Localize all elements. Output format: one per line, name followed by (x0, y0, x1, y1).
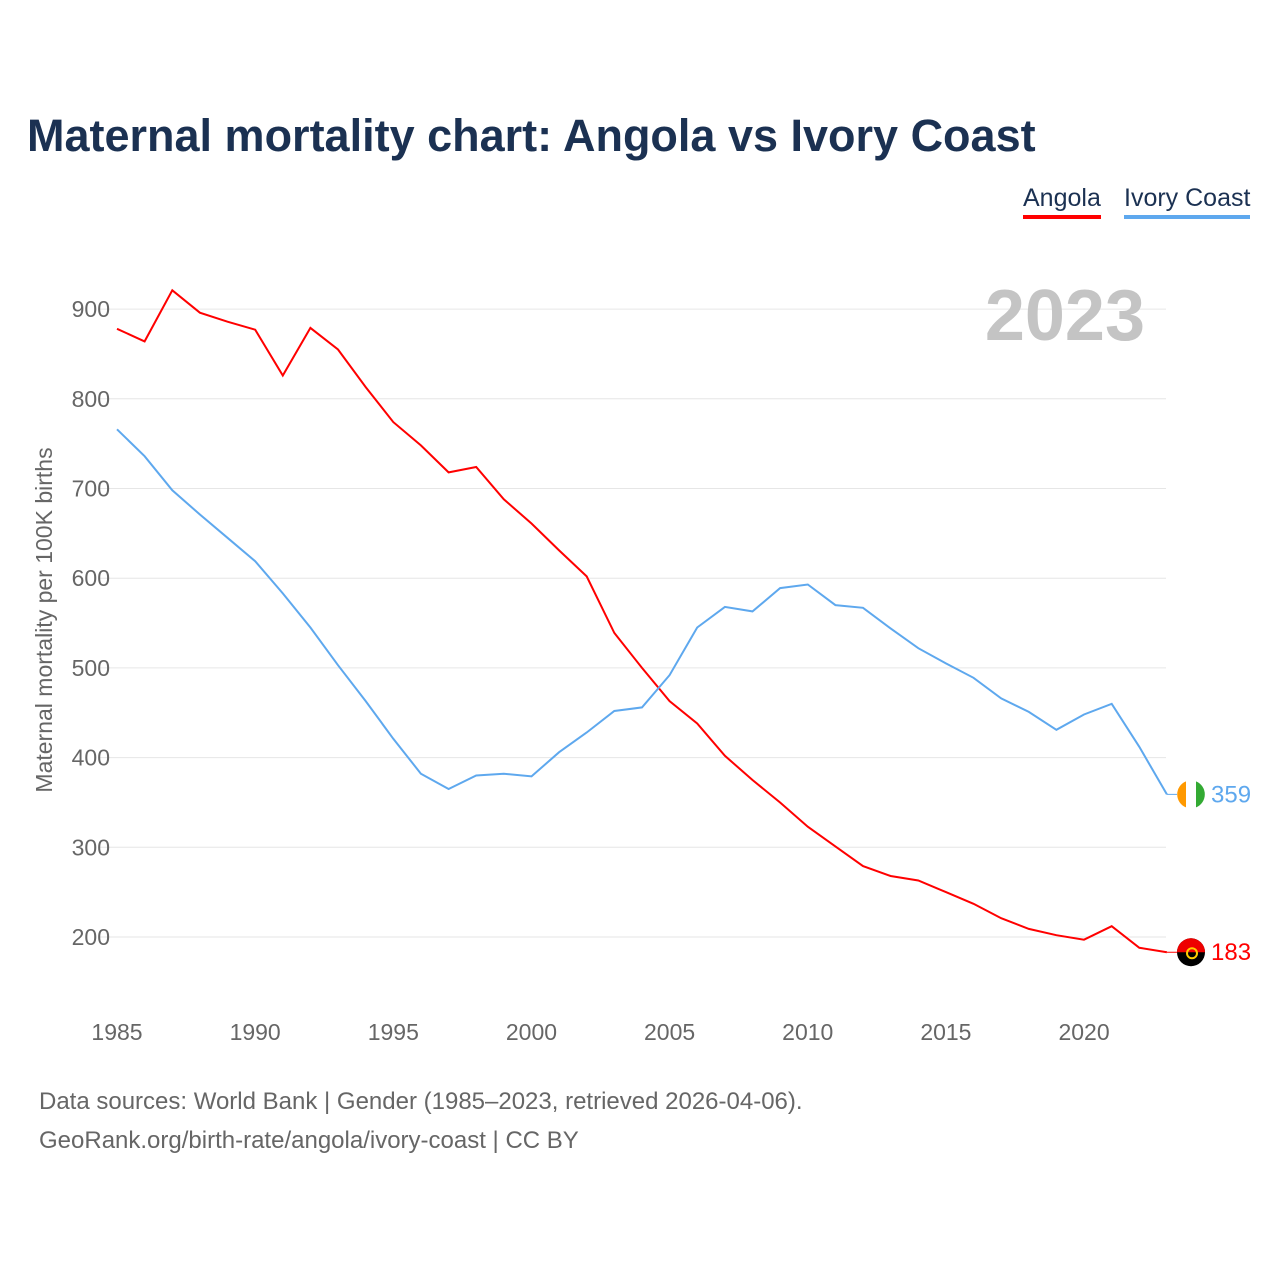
legend-angola[interactable]: Angola (1023, 184, 1101, 219)
x-tick-label: 1985 (91, 1019, 142, 1045)
x-tick-label: 2005 (644, 1019, 695, 1045)
y-tick-label: 500 (72, 655, 110, 681)
end-value-label-ivory-coast: 359 (1211, 781, 1251, 808)
footer-sources: Data sources: World Bank | Gender (1985–… (39, 1088, 803, 1115)
y-axis-label: Maternal mortality per 100K births (31, 447, 57, 792)
angola-flag-emblem (1186, 947, 1198, 960)
x-tick-label: 1995 (368, 1019, 419, 1045)
legend-ivory-coast[interactable]: Ivory Coast (1124, 184, 1251, 219)
angola-flag-red (1177, 938, 1205, 953)
end-value-label-angola: 183 (1211, 939, 1251, 966)
series-line-angola (116, 288, 1168, 954)
footer-link[interactable]: GeoRank.org/birth-rate/angola/ivory-coas… (39, 1127, 579, 1154)
y-tick-label: 800 (72, 386, 110, 412)
x-tick-label: 1990 (230, 1019, 281, 1045)
flag-green (1196, 781, 1205, 808)
x-tick-label: 2020 (1058, 1019, 1109, 1045)
year-label: 2023 (985, 276, 1145, 356)
y-tick-label: 600 (72, 565, 110, 591)
x-tick-label: 2010 (782, 1019, 833, 1045)
y-tick-label: 700 (72, 476, 110, 502)
y-tick-label: 200 (72, 924, 110, 950)
y-tick-label: 900 (72, 296, 110, 322)
chart-title: Maternal mortality chart: Angola vs Ivor… (27, 110, 1036, 161)
y-tick-label: 300 (72, 834, 110, 860)
y-tick-label: 400 (72, 745, 110, 771)
x-tick-label: 2000 (506, 1019, 557, 1045)
flag-orange (1177, 781, 1186, 808)
series-line-ivory-coast (116, 428, 1168, 795)
x-tick-label: 2015 (920, 1019, 971, 1045)
